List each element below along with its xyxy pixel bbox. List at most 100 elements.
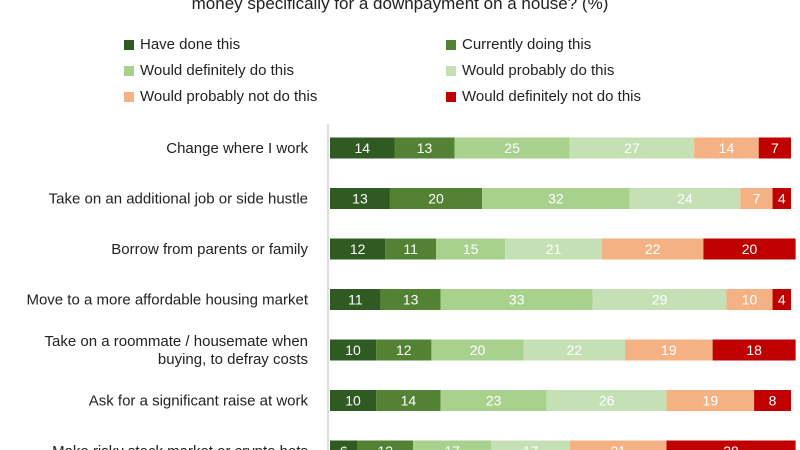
legend-swatch [124, 39, 134, 50]
bar-segment [385, 238, 437, 260]
data-label: 8 [769, 393, 777, 409]
data-label: 17 [444, 443, 460, 450]
bar-segment [625, 339, 713, 361]
data-label: 11 [403, 241, 418, 257]
bar-segment [505, 238, 602, 260]
data-label: 15 [463, 241, 479, 257]
legend-label: Would definitely not do this [462, 88, 641, 105]
legend-swatch [446, 39, 456, 50]
data-label: 4 [778, 292, 786, 308]
bar-segment [758, 137, 791, 159]
bar-segment [546, 390, 667, 411]
legend-item-probably-not: Would probably not do this [124, 88, 317, 105]
data-label: 4 [778, 191, 786, 207]
bar-segment [772, 289, 791, 310]
chart-title: money specifically for a downpayment on … [191, 0, 609, 13]
data-label: 33 [509, 292, 525, 308]
bar-segment [440, 289, 593, 310]
data-label: 21 [610, 443, 626, 450]
data-label: 32 [548, 191, 564, 207]
bar-segment [482, 188, 630, 209]
bar-segment [629, 188, 741, 209]
data-label: 12 [396, 342, 412, 358]
bar-segment [666, 440, 796, 450]
legend-item-definitely-not: Would definitely not do this [446, 88, 641, 105]
bar-segment [569, 137, 695, 159]
bar-segment [772, 188, 791, 209]
data-label: 25 [504, 140, 520, 156]
legend-swatch [446, 91, 456, 102]
data-label: 14 [354, 140, 370, 156]
data-label: 20 [428, 191, 444, 207]
data-label: 13 [403, 292, 419, 308]
data-label: 13 [352, 191, 368, 207]
legend: Have done this Currently doing this Woul… [0, 0, 800, 110]
data-label: 28 [723, 443, 739, 450]
data-label: 27 [624, 140, 640, 156]
legend-label: Would definitely do this [140, 62, 294, 79]
bar-segment [376, 339, 432, 361]
legend-item-would-probably: Would probably do this [446, 62, 614, 79]
data-label: 12 [350, 241, 366, 257]
data-label: 24 [677, 191, 693, 207]
bar-segment [412, 440, 492, 450]
legend-item-currently-doing: Currently doing this [446, 36, 591, 53]
data-label: 19 [703, 393, 719, 409]
legend-label: Have done this [140, 36, 241, 53]
legend-swatch [124, 91, 134, 102]
bar-segment [754, 390, 791, 411]
data-label: 21 [546, 241, 562, 257]
category-label: Take on an additional job or side hustle [49, 191, 308, 208]
bar-segment [380, 289, 441, 310]
category-label: Take on a roommate / housemate when [45, 333, 308, 350]
bar-segment [330, 137, 395, 159]
bar-segment [569, 440, 667, 450]
bar-segment [376, 390, 441, 411]
data-label: 23 [486, 393, 502, 409]
bar-segment [389, 188, 483, 209]
bar-segment [330, 390, 377, 411]
bar-segment [431, 339, 524, 361]
data-label: 26 [599, 393, 615, 409]
bar-segment [454, 137, 570, 159]
data-label: 22 [567, 342, 583, 358]
data-label: 11 [348, 292, 363, 308]
bar-segment [330, 440, 358, 450]
category-label: Make risky stock market or crypto bets [52, 443, 308, 450]
legend-swatch [446, 65, 456, 76]
data-label: 20 [742, 241, 758, 257]
data-label: 29 [652, 292, 668, 308]
data-label: 13 [417, 140, 433, 156]
legend-item-have-done: Have done this [124, 36, 240, 53]
bar-segment [440, 390, 547, 411]
data-label: 17 [523, 443, 539, 450]
category-label: buying, to defray costs [158, 351, 308, 368]
bar-segment [330, 339, 377, 361]
bar-segment [357, 440, 413, 450]
data-label: 14 [719, 140, 735, 156]
category-label: Borrow from parents or family [111, 241, 308, 258]
data-label: 10 [345, 342, 361, 358]
data-label: 18 [746, 342, 762, 358]
legend-label: Would probably not do this [140, 88, 318, 105]
bar-segment [394, 137, 455, 159]
legend-label: Currently doing this [462, 36, 592, 53]
category-label: Move to a more affordable housing market [26, 292, 308, 309]
data-label: 22 [645, 241, 661, 257]
legend-swatch [124, 65, 134, 76]
legend-item-would-definitely: Would definitely do this [124, 62, 294, 79]
bar-segment [330, 289, 381, 310]
data-label: 14 [401, 393, 417, 409]
bar-segment [666, 390, 755, 411]
category-label: Change where I work [166, 140, 308, 157]
data-label: 10 [345, 393, 361, 409]
bar-segment [523, 339, 626, 361]
data-label: 12 [378, 443, 394, 450]
bar-segment [726, 289, 773, 310]
data-label: 10 [742, 292, 758, 308]
data-label: 20 [470, 342, 486, 358]
data-label: 7 [753, 191, 761, 207]
legend-label: Would probably do this [462, 62, 615, 79]
data-label: 6 [340, 443, 348, 450]
